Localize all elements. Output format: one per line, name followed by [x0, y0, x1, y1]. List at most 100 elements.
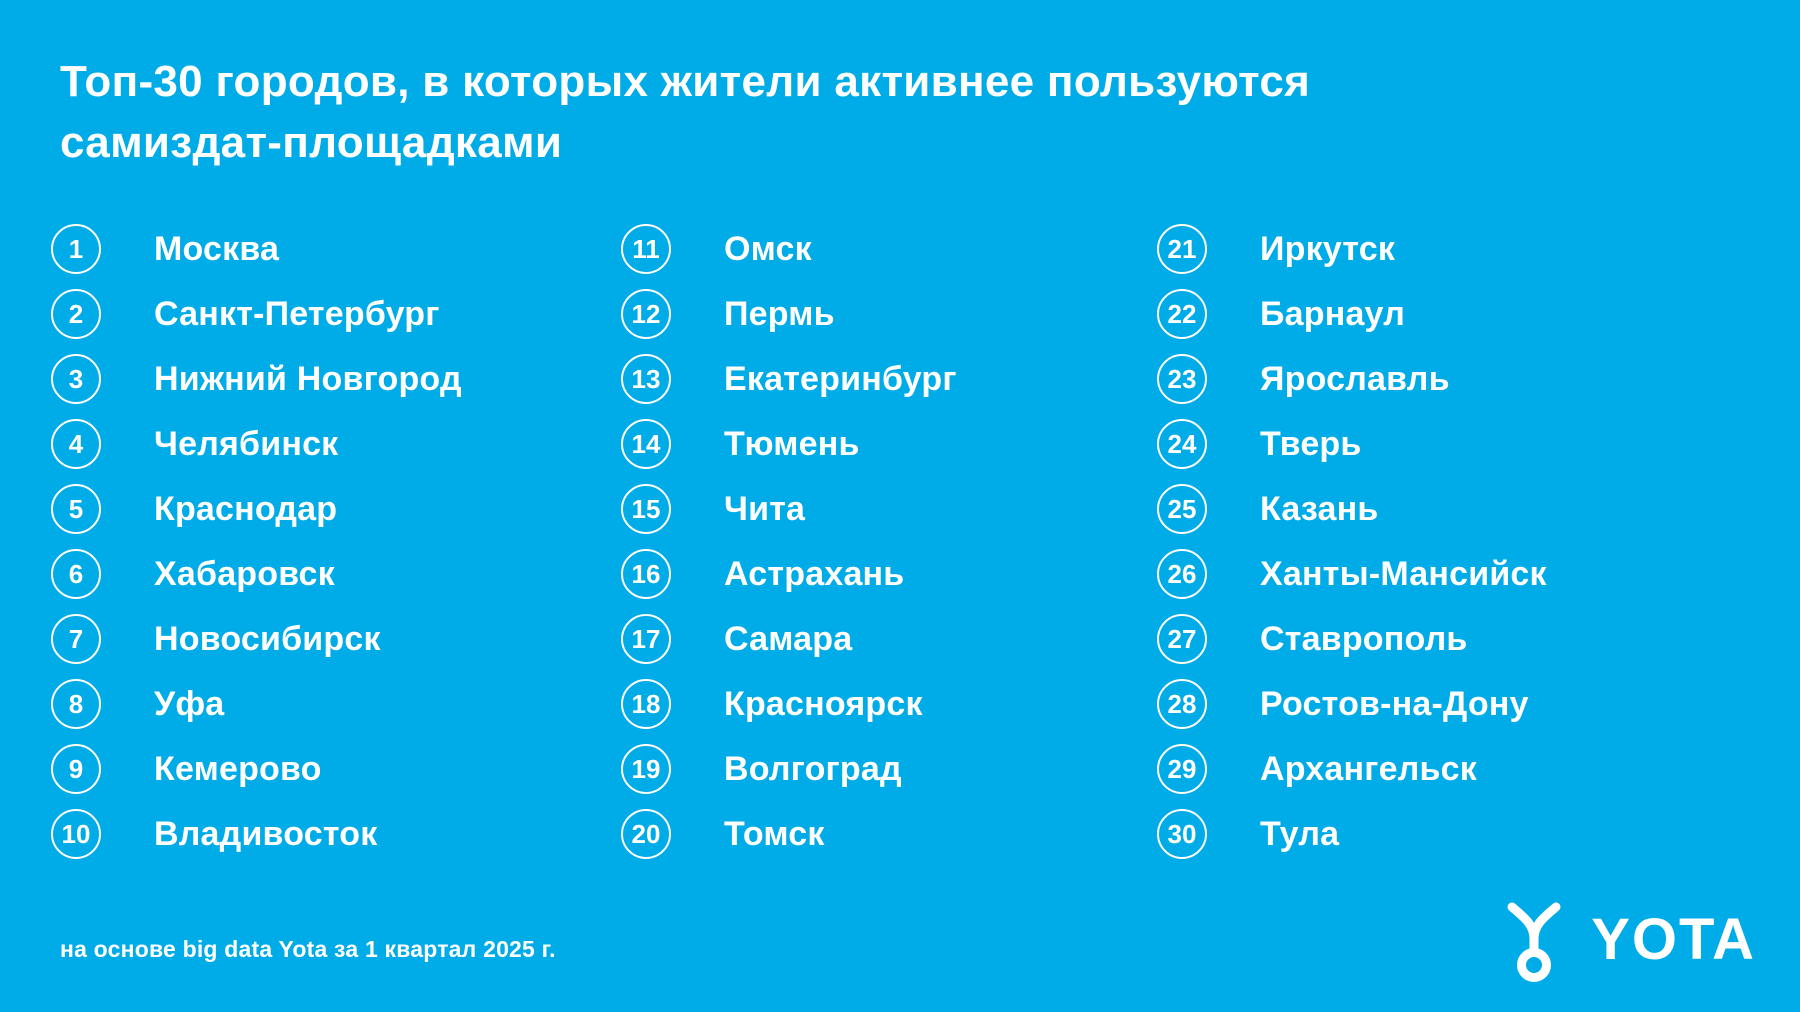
list-item: 17 Самара — [621, 614, 957, 664]
list-item: 29 Архангельск — [1157, 744, 1547, 794]
list-item: 8 Уфа — [51, 679, 462, 729]
list-item: 4 Челябинск — [51, 419, 462, 469]
city-label: Иркутск — [1260, 229, 1396, 268]
city-label: Тула — [1260, 814, 1340, 853]
brand-logo: YOTA — [1495, 896, 1756, 984]
city-label: Владивосток — [154, 814, 378, 853]
list-item: 9 Кемерово — [51, 744, 462, 794]
rank-badge: 30 — [1157, 809, 1207, 859]
list-item: 26 Ханты-Мансийск — [1157, 549, 1547, 599]
city-label: Ярославль — [1260, 359, 1450, 398]
city-label: Омск — [724, 229, 812, 268]
city-label: Ханты-Мансийск — [1260, 554, 1547, 593]
list-item: 2 Санкт-Петербург — [51, 289, 462, 339]
rank-badge: 5 — [51, 484, 101, 534]
list-item: 10 Владивосток — [51, 809, 462, 859]
rank-badge: 11 — [621, 224, 671, 274]
brand-wordmark: YOTA — [1591, 907, 1756, 972]
rank-badge: 29 — [1157, 744, 1207, 794]
city-label: Казань — [1260, 489, 1379, 528]
list-item: 18 Красноярск — [621, 679, 957, 729]
list-item: 14 Тюмень — [621, 419, 957, 469]
rank-badge: 2 — [51, 289, 101, 339]
rank-badge: 8 — [51, 679, 101, 729]
rank-badge: 3 — [51, 354, 101, 404]
rank-badge: 9 — [51, 744, 101, 794]
rank-column-3: 21 Иркутск 22 Барнаул 23 Ярославль 24 Тверь 25 Ка… — [1157, 224, 1547, 874]
city-label: Москва — [154, 229, 280, 268]
list-item: 3 Нижний Новгород — [51, 354, 462, 404]
rank-badge: 12 — [621, 289, 671, 339]
city-label: Пермь — [724, 294, 835, 333]
page-title-line-2: самиздат-площадками — [60, 117, 563, 167]
rank-badge: 22 — [1157, 289, 1207, 339]
list-item: 15 Чита — [621, 484, 957, 534]
city-label: Новосибирск — [154, 619, 381, 658]
city-label: Астрахань — [724, 554, 905, 593]
rank-badge: 25 — [1157, 484, 1207, 534]
rank-badge: 15 — [621, 484, 671, 534]
city-label: Кемерово — [154, 749, 322, 788]
rank-badge: 21 — [1157, 224, 1207, 274]
city-label: Нижний Новгород — [154, 359, 462, 398]
list-item: 13 Екатеринбург — [621, 354, 957, 404]
list-item: 20 Томск — [621, 809, 957, 859]
city-label: Екатеринбург — [724, 359, 957, 398]
list-item: 5 Краснодар — [51, 484, 462, 534]
list-item: 21 Иркутск — [1157, 224, 1547, 274]
list-item: 27 Ставрополь — [1157, 614, 1547, 664]
city-label: Тюмень — [724, 424, 860, 463]
list-item: 30 Тула — [1157, 809, 1547, 859]
city-label: Томск — [724, 814, 825, 853]
rank-badge: 27 — [1157, 614, 1207, 664]
yota-logo-icon — [1495, 896, 1573, 984]
rank-badge: 7 — [51, 614, 101, 664]
rank-badge: 17 — [621, 614, 671, 664]
list-item: 24 Тверь — [1157, 419, 1547, 469]
rank-badge: 1 — [51, 224, 101, 274]
rank-badge: 18 — [621, 679, 671, 729]
city-label: Архангельск — [1260, 749, 1477, 788]
list-item: 12 Пермь — [621, 289, 957, 339]
rank-badge: 20 — [621, 809, 671, 859]
page-title-line-1: Топ-30 городов, в которых жители активне… — [60, 57, 1311, 106]
page-title: Топ-30 городов, в которых жители активне… — [60, 52, 1310, 173]
city-label: Волгоград — [724, 749, 902, 788]
rank-column-1: 1 Москва 2 Санкт-Петербург 3 Нижний Новгород 4… — [51, 224, 462, 874]
list-item: 1 Москва — [51, 224, 462, 274]
list-item: 6 Хабаровск — [51, 549, 462, 599]
city-label: Хабаровск — [154, 554, 335, 593]
city-label: Ставрополь — [1260, 619, 1468, 658]
city-label: Уфа — [154, 684, 225, 723]
list-item: 25 Казань — [1157, 484, 1547, 534]
list-item: 16 Астрахань — [621, 549, 957, 599]
rank-column-2: 11 Омск 12 Пермь 13 Екатеринбург 14 Тюмень 15 Чит… — [621, 224, 957, 874]
list-item: 7 Новосибирск — [51, 614, 462, 664]
list-item: 11 Омск — [621, 224, 957, 274]
list-item: 23 Ярославль — [1157, 354, 1547, 404]
city-label: Челябинск — [154, 424, 339, 463]
rank-badge: 13 — [621, 354, 671, 404]
list-item: 19 Волгоград — [621, 744, 957, 794]
city-label: Барнаул — [1260, 294, 1406, 333]
list-item: 22 Барнаул — [1157, 289, 1547, 339]
city-label: Ростов-на-Дону — [1260, 684, 1529, 723]
city-label: Тверь — [1260, 424, 1362, 463]
rank-badge: 28 — [1157, 679, 1207, 729]
list-item: 28 Ростов-на-Дону — [1157, 679, 1547, 729]
rank-badge: 24 — [1157, 419, 1207, 469]
rank-badge: 23 — [1157, 354, 1207, 404]
rank-badge: 4 — [51, 419, 101, 469]
city-label: Красноярск — [724, 684, 923, 723]
rank-badge: 10 — [51, 809, 101, 859]
rank-badge: 14 — [621, 419, 671, 469]
rank-badge: 6 — [51, 549, 101, 599]
city-label: Чита — [724, 489, 806, 528]
rank-badge: 16 — [621, 549, 671, 599]
rank-badge: 26 — [1157, 549, 1207, 599]
rank-badge: 19 — [621, 744, 671, 794]
city-label: Краснодар — [154, 489, 338, 528]
city-label: Санкт-Петербург — [154, 294, 440, 333]
city-label: Самара — [724, 619, 853, 658]
